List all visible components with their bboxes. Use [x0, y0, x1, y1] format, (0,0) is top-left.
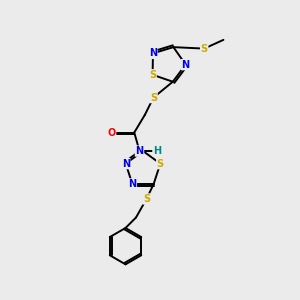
Text: S: S: [149, 70, 156, 80]
Text: H: H: [153, 146, 161, 156]
Text: N: N: [149, 48, 157, 59]
Text: N: N: [128, 179, 136, 189]
Text: S: S: [201, 44, 208, 54]
Text: N: N: [122, 159, 130, 169]
Text: S: S: [157, 159, 164, 169]
Text: O: O: [107, 128, 116, 137]
Text: S: S: [150, 92, 157, 103]
Text: S: S: [143, 194, 150, 204]
Text: N: N: [182, 60, 190, 70]
Text: N: N: [135, 146, 144, 156]
